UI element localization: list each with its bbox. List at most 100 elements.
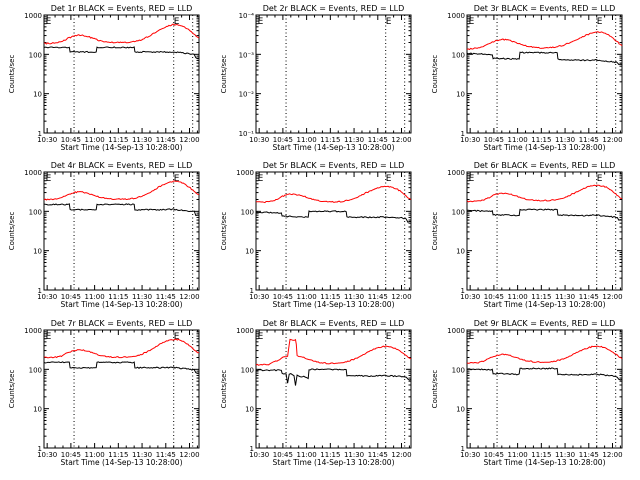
x-tick-label: 11:15 — [531, 136, 551, 144]
chart-panel: Det 5r BLACK = Events, RED = LLD 1 10 100 10… — [220, 161, 412, 309]
x-tick-label: 11:45 — [368, 451, 388, 459]
x-tick-label: 10:30 — [37, 451, 57, 459]
x-axis-label: Start Time (14-Sep-13 10:28:00) — [61, 143, 183, 152]
marker-label: E — [386, 17, 392, 27]
y-tick-label: 10⁻³ — [239, 51, 255, 59]
x-axis-label: Start Time (14-Sep-13 10:28:00) — [484, 458, 606, 467]
y-axis-label: Counts/sec — [220, 212, 228, 251]
x-tick-label: 11:15 — [108, 136, 128, 144]
y-tick-label: 1000 — [24, 327, 42, 335]
x-tick-label: 11:45 — [156, 451, 176, 459]
marker-label: E — [469, 17, 475, 27]
y-tick-label: 10⁻⁴ — [239, 12, 255, 20]
x-tick-label: 11:30 — [132, 451, 152, 459]
chart-panel: Det 8r BLACK = Events, RED = LLD 1 10 100 10… — [220, 319, 412, 467]
x-tick-label: 10:30 — [37, 293, 57, 301]
marker-label: E — [258, 17, 264, 27]
x-tick-label: 11:00 — [297, 451, 317, 459]
x-tick-label: 12:00 — [602, 136, 622, 144]
x-tick-label: 10:45 — [61, 293, 81, 301]
y-tick-label: 10 — [33, 248, 42, 256]
marker-label: E — [174, 174, 180, 184]
x-tick-label: 11:45 — [368, 293, 388, 301]
y-tick-label: 100 — [241, 208, 254, 216]
x-tick-label: 12:00 — [179, 136, 199, 144]
chart-panel: Det 2r BLACK = Events, RED = LLD 10⁻¹ 10⁻²… — [220, 4, 412, 152]
marker-label: E — [597, 332, 603, 342]
y-axis-label: Counts/sec — [431, 370, 439, 409]
x-tick-label: 10:45 — [273, 451, 293, 459]
series-line-red — [466, 184, 623, 203]
marker-label: E — [46, 174, 52, 184]
y-tick-label: 10 — [245, 248, 254, 256]
y-tick-label: 100 — [29, 208, 42, 216]
marker-label: E — [46, 17, 52, 27]
y-tick-label: 10 — [456, 248, 465, 256]
series-line-black — [466, 208, 623, 221]
y-tick-label: 10⁻¹ — [239, 130, 255, 138]
x-tick-label: 11:30 — [132, 136, 152, 144]
x-tick-label: 11:15 — [108, 451, 128, 459]
marker-label: E — [174, 332, 180, 342]
y-tick-label: 10 — [33, 91, 42, 99]
x-axis-label: Start Time (14-Sep-13 10:28:00) — [61, 458, 183, 467]
y-tick-label: 10⁻² — [239, 91, 255, 99]
x-tick-label: 12:00 — [602, 451, 622, 459]
x-tick-label: 10:45 — [61, 451, 81, 459]
x-tick-label: 11:30 — [344, 136, 364, 144]
plot-frame — [43, 171, 200, 291]
chart-title: Det 9r BLACK = Events, RED = LLD — [474, 319, 616, 328]
x-axis-label: Start Time (14-Sep-13 10:28:00) — [484, 143, 606, 152]
series-line-black — [255, 368, 412, 386]
y-tick-label: 1 — [38, 445, 42, 453]
y-axis-label: Counts/sec — [8, 370, 16, 409]
chart-panel: Det 6r BLACK = Events, RED = LLD 1 10 100 10… — [431, 161, 623, 309]
x-axis-label: Start Time (14-Sep-13 10:28:00) — [484, 300, 606, 309]
x-tick-label: 10:30 — [460, 451, 480, 459]
marker-label: E — [386, 174, 392, 184]
y-tick-label: 10 — [245, 406, 254, 414]
x-tick-label: 10:45 — [273, 293, 293, 301]
y-tick-label: 1000 — [447, 12, 465, 20]
y-tick-label: 10 — [456, 406, 465, 414]
x-tick-label: 11:45 — [579, 451, 599, 459]
plot-frame — [43, 329, 200, 449]
y-axis-label: Counts/sec — [8, 55, 16, 94]
x-tick-label: 10:45 — [273, 136, 293, 144]
y-tick-label: 100 — [452, 51, 465, 59]
x-tick-label: 11:15 — [320, 136, 340, 144]
y-tick-label: 1000 — [24, 12, 42, 20]
x-tick-label: 10:30 — [460, 136, 480, 144]
y-tick-label: 10 — [33, 406, 42, 414]
y-tick-label: 100 — [29, 366, 42, 374]
chart-title: Det 8r BLACK = Events, RED = LLD — [263, 319, 405, 328]
y-axis-label: Counts/sec — [8, 212, 16, 251]
y-tick-label: 1 — [461, 130, 465, 138]
x-tick-label: 11:15 — [320, 293, 340, 301]
x-axis-label: Start Time (14-Sep-13 10:28:00) — [273, 458, 395, 467]
plot-frame — [255, 171, 412, 291]
marker-label: E — [174, 17, 180, 27]
y-axis-label: Counts/sec — [431, 212, 439, 251]
chart-title: Det 1r BLACK = Events, RED = LLD — [51, 4, 193, 13]
x-tick-label: 11:15 — [531, 293, 551, 301]
plot-frame — [466, 14, 623, 134]
x-tick-label: 11:00 — [508, 293, 528, 301]
marker-label: E — [597, 174, 603, 184]
series-line-black — [43, 203, 200, 217]
series-line-red — [255, 185, 412, 204]
x-tick-label: 10:45 — [484, 293, 504, 301]
x-tick-label: 10:45 — [61, 136, 81, 144]
y-tick-label: 100 — [452, 208, 465, 216]
x-axis-label: Start Time (14-Sep-13 10:28:00) — [273, 143, 395, 152]
marker-label: E — [469, 332, 475, 342]
x-tick-label: 11:45 — [579, 293, 599, 301]
x-tick-label: 11:45 — [368, 136, 388, 144]
marker-label: E — [258, 174, 264, 184]
x-tick-label: 11:30 — [555, 136, 575, 144]
y-tick-label: 100 — [241, 366, 254, 374]
series-line-black — [43, 46, 200, 60]
x-tick-label: 10:45 — [484, 136, 504, 144]
series-line-black — [466, 367, 623, 381]
series-line-red — [255, 338, 412, 366]
